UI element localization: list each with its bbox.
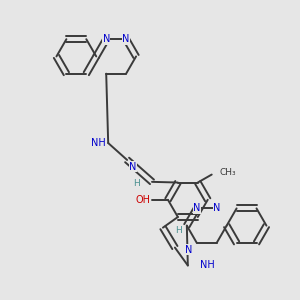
Text: H: H [133, 179, 140, 188]
Text: CH₃: CH₃ [220, 168, 236, 177]
Text: N: N [122, 34, 130, 44]
Text: N: N [185, 244, 192, 254]
Text: NH: NH [200, 260, 214, 271]
Text: OH: OH [135, 195, 150, 205]
Text: NH: NH [92, 138, 106, 148]
Text: H: H [175, 226, 181, 235]
Text: N: N [129, 162, 136, 172]
Text: N: N [213, 203, 220, 213]
Text: N: N [193, 203, 200, 213]
Text: N: N [103, 34, 110, 44]
